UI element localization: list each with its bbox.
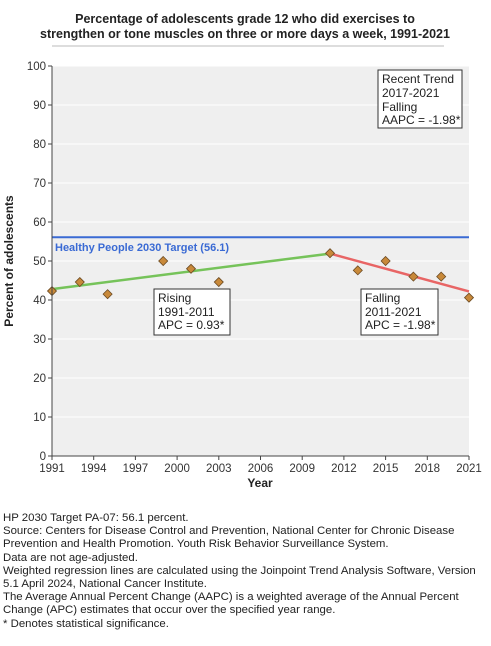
y-tick-label: 60 bbox=[33, 217, 46, 229]
data-point bbox=[213, 276, 224, 288]
x-tick-label: 1991 bbox=[39, 463, 65, 475]
x-tick-label: 2015 bbox=[373, 463, 399, 475]
annotation-falling: Falling 2011-2021 APC = -1.98* bbox=[360, 288, 439, 336]
y-tick-label: 50 bbox=[33, 256, 46, 268]
data-point bbox=[185, 263, 197, 274]
footnote-aapc: The Average Annual Percent Change (AAPC)… bbox=[3, 591, 459, 617]
annotation-rising-line-3: APC = 0.93* bbox=[158, 318, 225, 332]
x-tick-label: 2000 bbox=[164, 463, 190, 475]
annotation-falling-line-1: Falling bbox=[365, 291, 400, 305]
y-tick-label: 100 bbox=[27, 61, 46, 73]
y-tick-labels: 0 10 20 30 40 50 60 70 80 90 100 bbox=[27, 61, 46, 463]
axes bbox=[48, 65, 470, 460]
annotation-recent-trend-line-1: Recent Trend bbox=[382, 72, 454, 86]
y-tick-label: 10 bbox=[33, 412, 46, 424]
x-tick-label: 1997 bbox=[123, 463, 149, 475]
annotation-rising-line-1: Rising bbox=[158, 291, 191, 305]
y-tick-label: 40 bbox=[33, 295, 46, 307]
y-tick-label: 30 bbox=[33, 334, 46, 346]
data-point bbox=[408, 271, 419, 282]
y-tick-label: 80 bbox=[33, 139, 46, 151]
data-point bbox=[74, 276, 85, 288]
x-tick-label: 2012 bbox=[331, 463, 357, 475]
annotation-rising-line-2: 1991-2011 bbox=[158, 305, 215, 319]
x-tick-label: 2006 bbox=[248, 463, 274, 475]
chart-title-line-1: Percentage of adolescents grade 12 who d… bbox=[75, 12, 415, 26]
annotation-rising: Rising 1991-2011 APC = 0.93* bbox=[153, 288, 231, 336]
x-tick-label: 1994 bbox=[81, 463, 107, 475]
y-tick-label: 70 bbox=[33, 178, 46, 190]
chart: Percentage of adolescents grade 12 who d… bbox=[2, 12, 482, 490]
annotation-recent-trend-line-3: Falling bbox=[382, 100, 417, 114]
data-point bbox=[102, 289, 113, 300]
annotation-recent-trend: Recent Trend 2017-2021 Falling AAPC = -1… bbox=[377, 69, 463, 129]
annotation-falling-line-2: 2011-2021 bbox=[365, 305, 422, 319]
target-label: Healthy People 2030 Target (56.1) bbox=[55, 242, 229, 254]
data-point bbox=[158, 255, 169, 267]
footnote-significance: * Denotes statistical significance. bbox=[3, 617, 169, 630]
y-tick-label: 20 bbox=[33, 373, 46, 385]
y-tick-label: 0 bbox=[40, 451, 46, 463]
trend-line-2 bbox=[329, 252, 470, 293]
footnote-target: HP 2030 Target PA-07: 56.1 percent. bbox=[3, 512, 189, 524]
data-point bbox=[436, 271, 447, 282]
annotation-rising-box bbox=[153, 288, 231, 336]
footnote-regression: Weighted regression lines are calculated… bbox=[3, 564, 476, 591]
x-axis-label: Year bbox=[247, 476, 273, 490]
data-point bbox=[324, 248, 336, 259]
data-point bbox=[380, 255, 391, 267]
data-points bbox=[46, 248, 475, 303]
y-axis-label: Percent of adolescents bbox=[2, 195, 16, 327]
x-tick-label: 2021 bbox=[456, 463, 482, 475]
x-tick-label: 2003 bbox=[206, 463, 232, 475]
annotation-recent-trend-line-4: AAPC = -1.98* bbox=[382, 113, 461, 127]
x-tick-label: 2009 bbox=[289, 463, 315, 475]
footnotes: HP 2030 Target PA-07: 56.1 percent. Sour… bbox=[3, 512, 489, 631]
footnote-age-adjustment: Data are not age-adjusted. bbox=[3, 551, 138, 564]
y-tick-label: 90 bbox=[33, 100, 46, 112]
footnote-source: Source: Centers for Disease Control and … bbox=[3, 525, 455, 551]
annotation-recent-trend-box bbox=[377, 69, 463, 129]
annotation-falling-line-3: APC = -1.98* bbox=[365, 318, 436, 332]
chart-title-line-2: strengthen or tone muscles on three or m… bbox=[40, 27, 450, 41]
data-point bbox=[352, 265, 363, 276]
data-point bbox=[463, 292, 475, 303]
x-tick-labels: 1991 1994 1997 2000 2003 2006 2009 2012 2015 2018… bbox=[39, 463, 482, 475]
annotation-recent-trend-line-2: 2017-2021 bbox=[382, 86, 440, 100]
x-tick-label: 2018 bbox=[415, 463, 441, 475]
annotation-falling-box bbox=[360, 288, 439, 336]
